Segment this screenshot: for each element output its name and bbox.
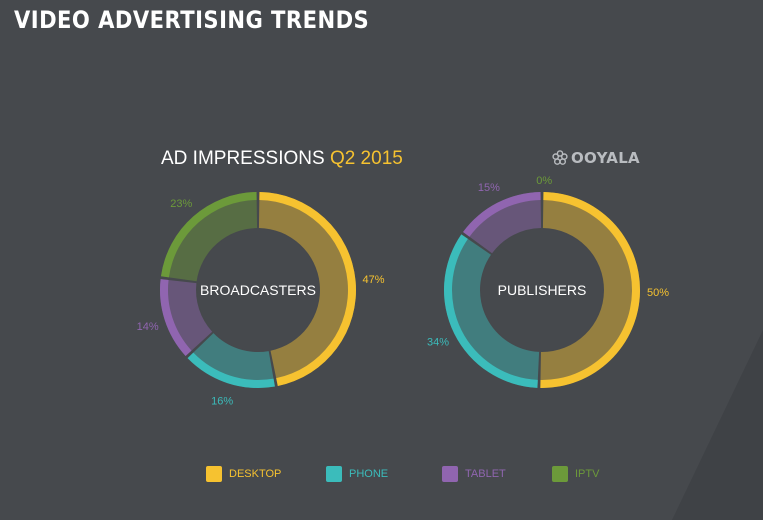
legend-label-iptv: IPTV bbox=[575, 468, 600, 480]
donut-segment-phone-rim bbox=[187, 352, 275, 389]
legend-swatch-desktop bbox=[206, 466, 222, 482]
donut-segment-desktop-fill bbox=[540, 192, 641, 389]
subtitle-period: Q2 2015 bbox=[329, 148, 403, 169]
donut-segment-iptv bbox=[160, 192, 258, 282]
data-label-phone: 16% bbox=[211, 395, 233, 407]
data-label-tablet: 14% bbox=[137, 321, 159, 333]
legend-item-desktop: DESKTOP bbox=[206, 466, 281, 482]
donut-segment-tablet-rim bbox=[463, 192, 541, 237]
donut-segment-tablet bbox=[159, 279, 213, 357]
donut-segment-iptv-rim bbox=[160, 192, 257, 278]
donut-segment-phone bbox=[187, 333, 275, 389]
donut-segment-tablet-rim bbox=[159, 279, 192, 357]
donut-center bbox=[481, 229, 603, 351]
data-label-phone: 34% bbox=[427, 337, 449, 349]
donut-segment-tablet-fill bbox=[463, 192, 542, 254]
donut-chart-2: 50% 34% 15% 0% PUBLISHERS bbox=[427, 175, 669, 389]
legend-label-desktop: DESKTOP bbox=[229, 468, 282, 480]
chart-subtitle: AD IMPRESSIONS Q2 2015 bbox=[161, 148, 403, 170]
donut-segment-phone-rim bbox=[443, 234, 538, 388]
ooyala-logo-icon bbox=[552, 150, 568, 165]
legend-swatch-phone bbox=[326, 466, 342, 482]
data-label-desktop: 47% bbox=[362, 274, 384, 286]
donut-segment-iptv-fill bbox=[160, 192, 258, 282]
logo-text: OOYALA bbox=[571, 149, 640, 167]
donut-segment-desktop-fill bbox=[258, 192, 356, 386]
data-label-desktop: 50% bbox=[647, 287, 669, 299]
legend-item-phone: PHONE bbox=[326, 466, 388, 482]
subtitle-main: AD IMPRESSIONS bbox=[161, 148, 325, 169]
donut-segment-tablet bbox=[463, 192, 542, 254]
legend-swatch-iptv bbox=[552, 466, 568, 482]
ooyala-logo: OOYALA bbox=[552, 149, 640, 167]
donut-segment-desktop bbox=[540, 192, 641, 389]
donut-segment-phone bbox=[443, 234, 540, 388]
donut-center bbox=[197, 229, 319, 351]
legend-label-tablet: TABLET bbox=[465, 468, 506, 480]
data-label-iptv: 0% bbox=[536, 175, 552, 187]
legend-item-tablet: TABLET bbox=[442, 466, 506, 482]
donut-center-label: PUBLISHERS bbox=[498, 282, 587, 298]
donut-center-label: BROADCASTERS bbox=[200, 282, 316, 298]
page-title: VIDEO ADVERTISING TRENDS bbox=[14, 6, 370, 34]
data-label-iptv: 23% bbox=[170, 198, 192, 210]
legend-label-phone: PHONE bbox=[349, 468, 389, 480]
donut-chart-1: 47% 16% 14% 23% BROADCASTERS bbox=[137, 192, 385, 407]
legend-item-iptv: IPTV bbox=[552, 466, 599, 482]
data-label-tablet: 15% bbox=[478, 182, 500, 194]
legend-swatch-tablet bbox=[442, 466, 458, 482]
donut-segment-desktop bbox=[258, 192, 356, 386]
